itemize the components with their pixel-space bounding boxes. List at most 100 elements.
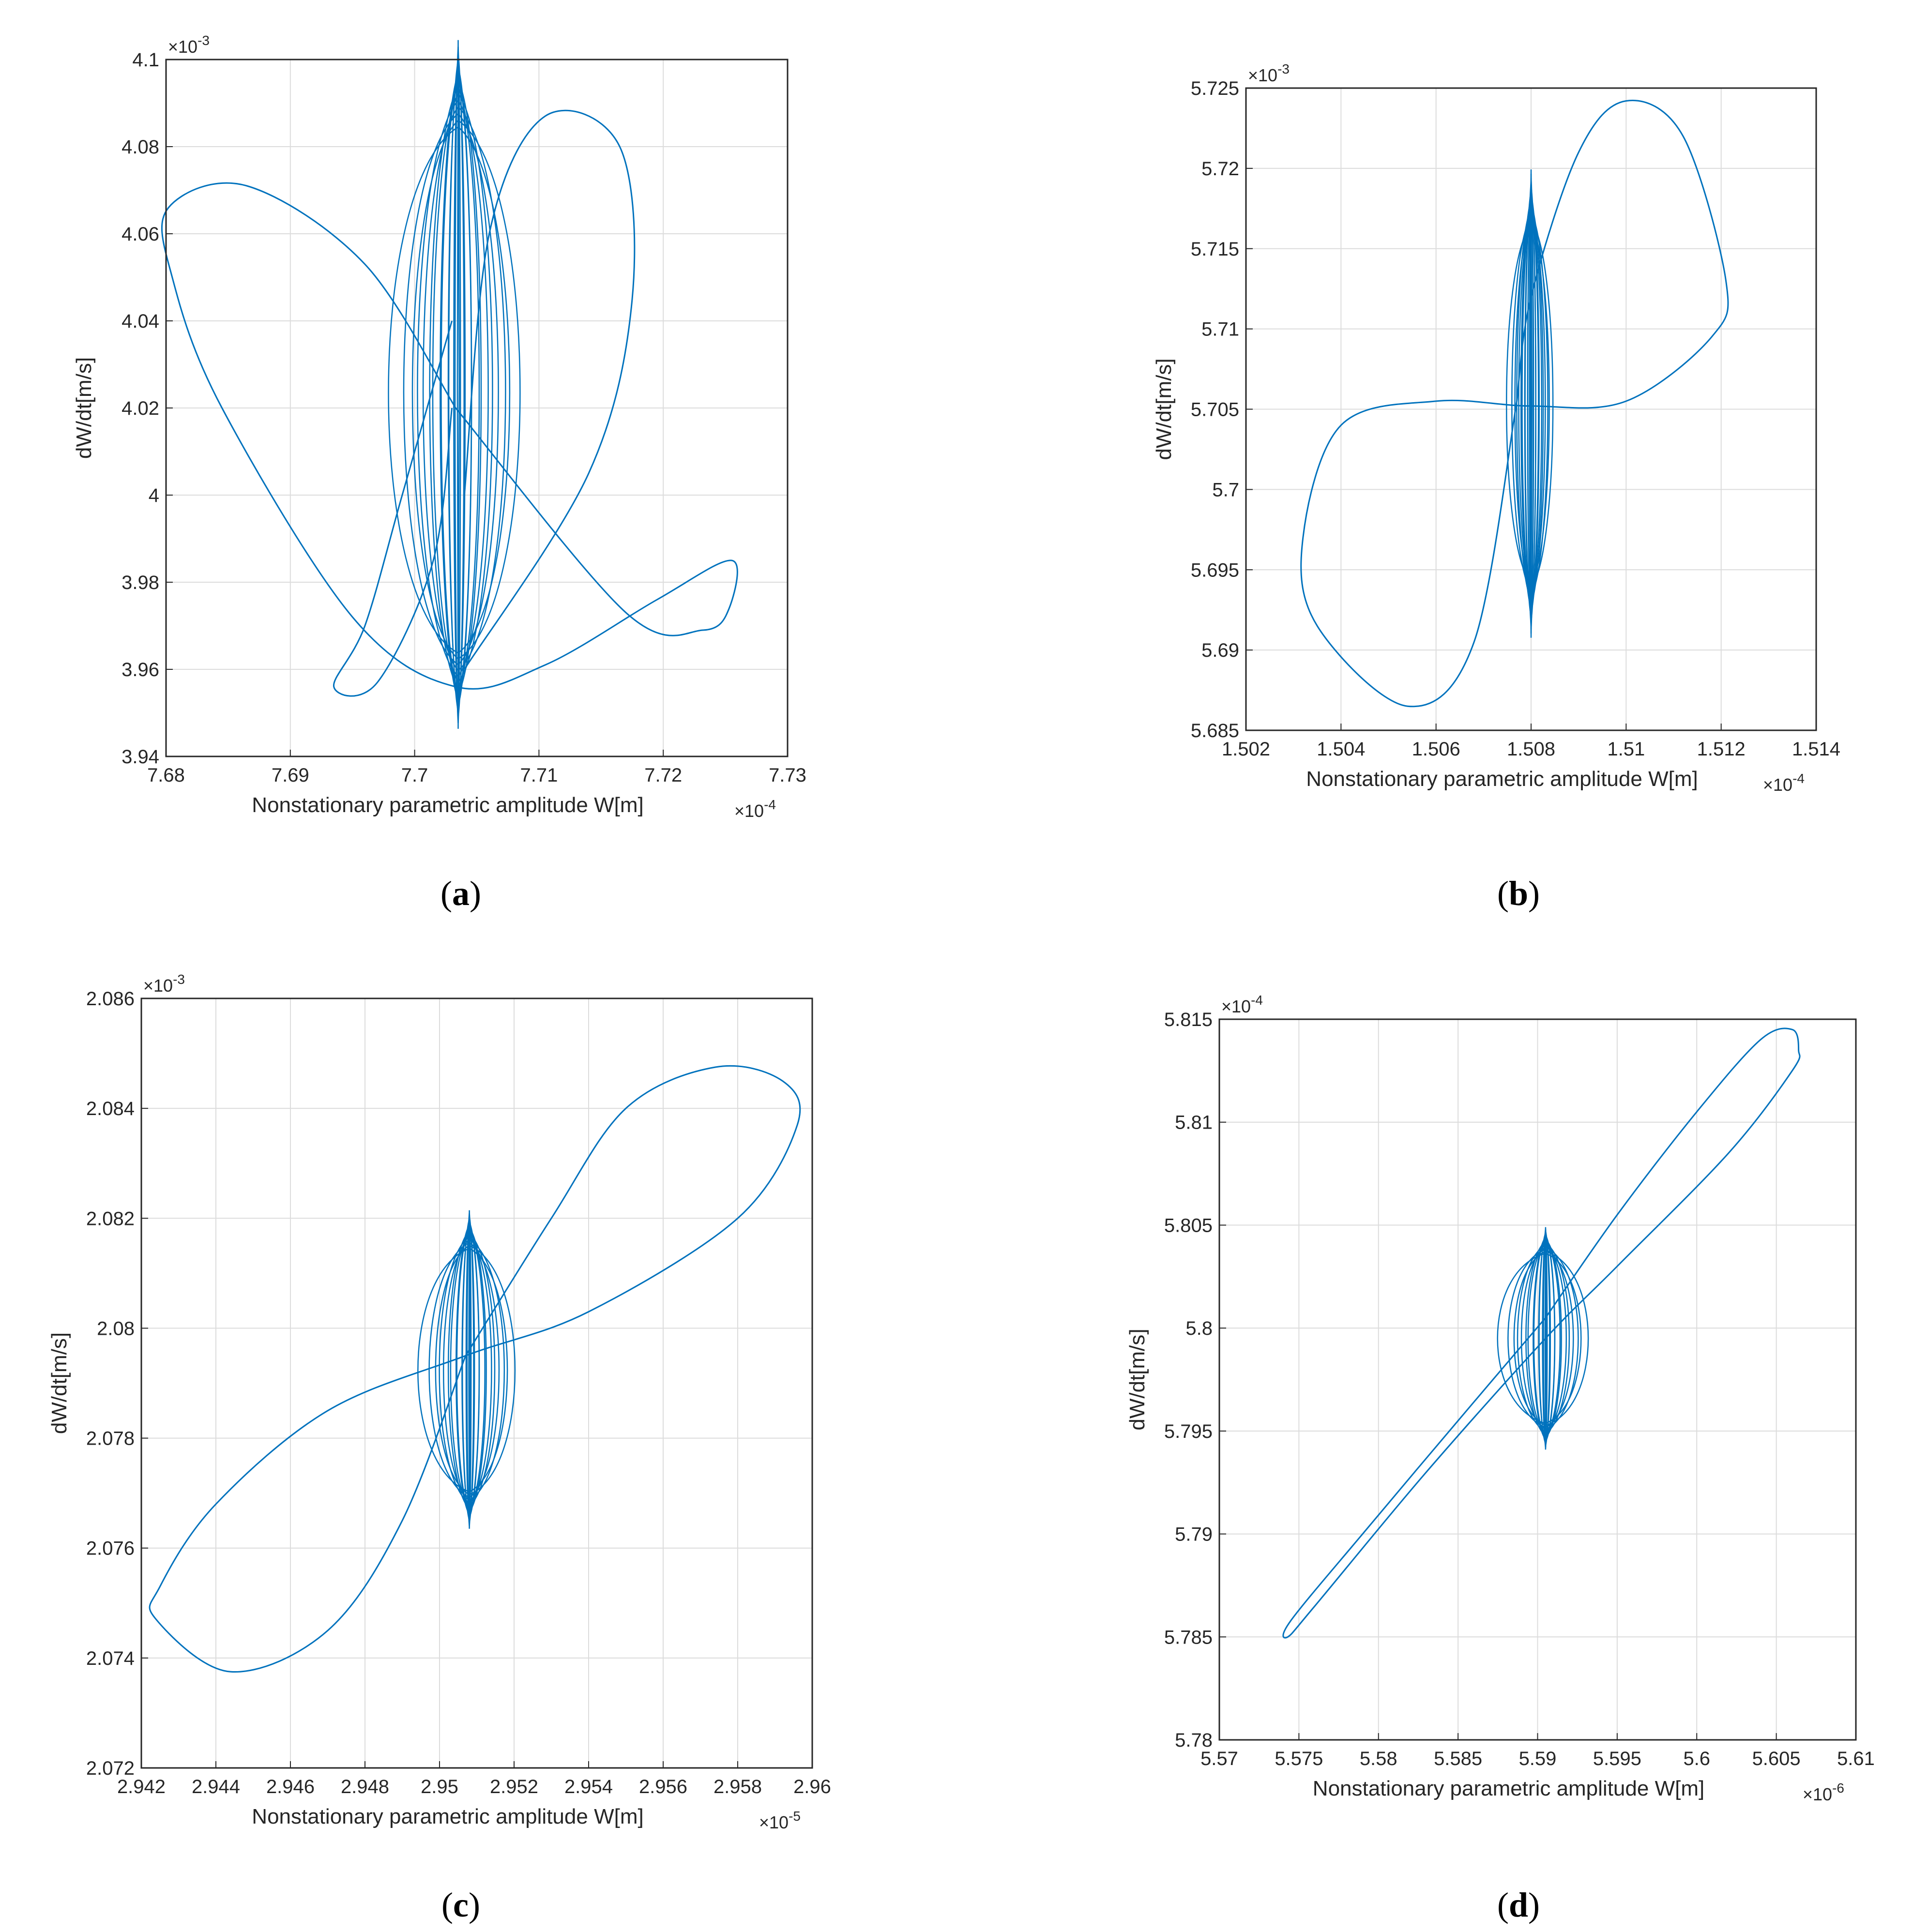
- x-tick-label: 1.506: [1412, 739, 1460, 760]
- center-oscillation-loop: [1520, 197, 1539, 611]
- x-tick-label: 5.61: [1837, 1748, 1875, 1769]
- x-axis-label-c: Nonstationary parametric amplitude W[m]: [252, 1805, 643, 1828]
- center-oscillation-loop: [1521, 202, 1544, 606]
- center-oscillation-loop: [1517, 1244, 1567, 1433]
- x-exponent-c: ×10-5: [759, 1809, 801, 1832]
- y-tick-label: 5.78: [1175, 1730, 1213, 1751]
- panel-d: 5.57 5.575 5.58 5.585 5.59 5.595 5.6 5.605 5.61 5…: [1125, 993, 1875, 1924]
- center-oscillation-loop: [1533, 1238, 1562, 1439]
- curves-b: [1300, 100, 1729, 708]
- center-oscillation-loop: [422, 106, 506, 672]
- curves-d: [1282, 1027, 1801, 1639]
- x-tick-label: 2.946: [266, 1776, 315, 1797]
- x-tick-label: 2.954: [564, 1776, 613, 1797]
- y-axis-label-b: dW/dt[m/s]: [1152, 358, 1176, 460]
- center-oscillation-loop: [440, 78, 482, 695]
- y-tick-label: 4.06: [121, 224, 159, 245]
- y-tick-label: 3.98: [121, 572, 159, 593]
- y-tick-label: 5.8: [1185, 1318, 1213, 1339]
- center-oscillation-loop: [1516, 206, 1543, 602]
- trajectory-upper-right-loop: [463, 109, 636, 670]
- x-tick-label: 7.71: [520, 765, 558, 786]
- x-axis-label-d: Nonstationary parametric amplitude W[m]: [1313, 1777, 1704, 1800]
- center-oscillation-loop: [1533, 1236, 1556, 1441]
- x-exponent-d: ×10-6: [1803, 1781, 1844, 1804]
- center-oscillation-loop: [1524, 195, 1540, 613]
- curves-a: [161, 40, 738, 729]
- y-exponent-c: ×10-3: [143, 972, 185, 996]
- x-tick-label: 7.69: [272, 765, 309, 786]
- center-oscillation-loop: [1507, 1249, 1574, 1428]
- trajectory-outer-loop: [1282, 1027, 1801, 1639]
- center-oscillation-loop: [432, 92, 493, 683]
- center-oscillation-loop: [1544, 1227, 1547, 1450]
- panel-a: 7.68 7.69 7.7 7.71 7.72 7.73 3.94 3.96 3.98 4 4.02…: [72, 33, 806, 913]
- center-oscillation-loop: [429, 85, 480, 690]
- x-tick-label: 5.6: [1683, 1748, 1710, 1769]
- x-tick-label: 2.958: [714, 1776, 762, 1797]
- trajectory-outer-loop: [161, 182, 738, 690]
- x-tick-label: 1.504: [1317, 739, 1365, 760]
- y-tick-label: 5.71: [1201, 319, 1239, 340]
- x-tick-label: 2.944: [192, 1776, 240, 1797]
- y-tick-label: 2.076: [86, 1538, 135, 1559]
- center-oscillation-loop: [1514, 220, 1554, 589]
- y-tick-label: 2.086: [86, 988, 135, 1010]
- y-tick-label: 5.69: [1201, 640, 1239, 661]
- x-tick-label: 5.57: [1200, 1748, 1238, 1769]
- center-oscillation-loop: [447, 1230, 486, 1510]
- x-tick-label: 7.72: [644, 765, 682, 786]
- center-oscillation-loop: [440, 71, 472, 702]
- center-oscillation-loop: [411, 120, 521, 660]
- y-tick-label: 5.725: [1191, 78, 1239, 99]
- axes-frame-c: [140, 997, 813, 1769]
- x-tick-label: 1.512: [1697, 739, 1746, 760]
- axes-frame-a: [165, 59, 789, 757]
- y-tick-label: 5.715: [1191, 239, 1239, 260]
- center-oscillation-loop: [417, 1248, 508, 1493]
- x-tick-label: 2.948: [341, 1776, 389, 1797]
- y-tick-label: 5.815: [1164, 1009, 1213, 1030]
- x-tick-label: 5.575: [1275, 1748, 1323, 1769]
- y-exponent-b: ×10-3: [1248, 61, 1290, 85]
- y-tick-label: 2.084: [86, 1098, 135, 1119]
- y-tick-label: 5.7: [1212, 479, 1239, 500]
- x-tick-label: 2.942: [117, 1776, 166, 1797]
- y-tick-label: 2.082: [86, 1208, 135, 1229]
- center-oscillation-loop: [1511, 215, 1546, 593]
- center-oscillation-loop: [453, 53, 465, 717]
- y-tick-label: 3.94: [121, 746, 159, 768]
- center-oscillation-loop: [443, 1238, 505, 1501]
- center-oscillation-loop: [465, 1216, 474, 1524]
- x-axis-label-b: Nonstationary parametric amplitude W[m]: [1306, 767, 1698, 791]
- center-oscillation-loop: [388, 126, 511, 654]
- y-tick-label: 5.695: [1191, 559, 1239, 581]
- center-oscillation-loop: [403, 113, 499, 666]
- x-tick-label: 7.7: [401, 765, 428, 786]
- y-tick-label: 5.81: [1175, 1112, 1213, 1133]
- center-oscillation-loop: [455, 1223, 480, 1516]
- x-tick-label: 1.502: [1222, 739, 1270, 760]
- y-tick-label: 4.04: [121, 311, 159, 332]
- x-axis-label-a: Nonstationary parametric amplitude W[m]: [252, 793, 643, 817]
- y-tick-label: 2.072: [86, 1758, 135, 1779]
- center-oscillation-loop: [450, 1233, 496, 1507]
- y-tick-label: 5.79: [1175, 1524, 1213, 1545]
- x-tick-label: 5.58: [1360, 1748, 1397, 1769]
- plot-area-c: [141, 998, 812, 1768]
- y-tick-label: 3.96: [121, 659, 159, 680]
- center-oscillation-loop: [468, 1210, 471, 1529]
- y-axis-label-a: dW/dt[m/s]: [72, 357, 96, 459]
- x-tick-label: 2.95: [421, 1776, 458, 1797]
- x-tick-label: 5.59: [1519, 1748, 1557, 1769]
- x-tick-label: 5.595: [1593, 1748, 1641, 1769]
- trajectory-outer-loop: [1300, 100, 1729, 708]
- ticks-b: 1.502 1.504 1.506 1.508 1.51 1.512 1.514 5.685 5…: [1191, 78, 1840, 760]
- center-oscillation-loop: [454, 46, 461, 723]
- center-oscillation-loop: [1518, 211, 1549, 597]
- y-tick-label: 4: [149, 485, 159, 506]
- y-exponent-d: ×10-4: [1221, 993, 1263, 1016]
- panel-c: 2.942 2.944 2.946 2.948 2.95 2.952 2.954 2.956 2…: [47, 972, 831, 1924]
- center-oscillation-loop: [417, 99, 489, 678]
